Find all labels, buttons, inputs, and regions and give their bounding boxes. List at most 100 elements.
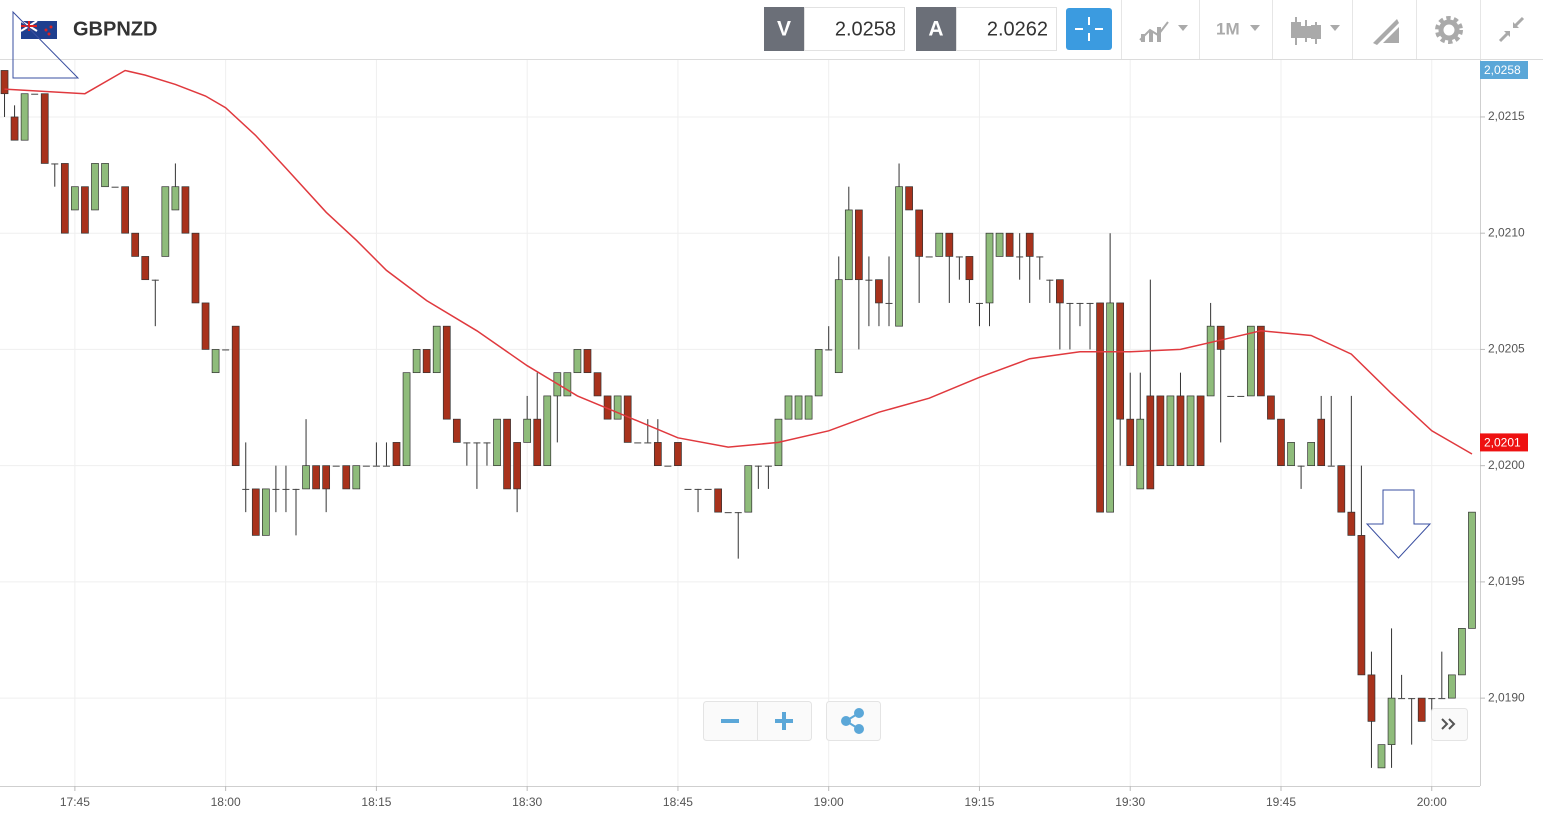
timeframe[interactable]: 1M (1216, 19, 1240, 38)
x-tick-label: 19:15 (964, 795, 994, 809)
candle-body (261, 488, 270, 536)
draw-icon[interactable] (1373, 19, 1399, 45)
candle-body (804, 395, 813, 420)
candle-body (734, 512, 742, 514)
candle-body (463, 442, 471, 444)
candle-body (71, 186, 79, 211)
candle-body (784, 395, 793, 420)
candle-body (613, 395, 622, 420)
candle-body (724, 512, 732, 514)
candle-body (91, 163, 99, 211)
candle-body (794, 395, 803, 420)
candle-body (111, 186, 119, 188)
candle-body (231, 325, 240, 467)
y-tick-label: 2,0210 (1488, 225, 1525, 239)
collapse-icon[interactable] (1498, 16, 1525, 43)
crosshair-button[interactable] (1066, 8, 1112, 50)
ask-tag[interactable] (916, 7, 956, 51)
ask-box[interactable] (956, 7, 1057, 51)
candle-body (1408, 698, 1416, 700)
candle-body (634, 442, 642, 444)
share-box[interactable] (826, 701, 881, 741)
candle-body (573, 349, 582, 374)
candle-body (121, 186, 129, 234)
candle-body (1036, 256, 1044, 258)
candle-body (995, 232, 1004, 257)
candle-body (161, 186, 170, 257)
candle-body (945, 232, 954, 257)
candle-body (1337, 465, 1346, 513)
ask-label: A (928, 18, 943, 41)
candle-icon[interactable] (1291, 17, 1340, 45)
candle-body (1196, 395, 1205, 467)
x-tick-label: 18:00 (211, 795, 241, 809)
candle-body (101, 163, 109, 188)
x-tick-label: 18:30 (512, 795, 542, 809)
zoom-in[interactable] (775, 712, 793, 730)
share-icon (841, 708, 864, 734)
candle-body (322, 465, 331, 490)
candle-body (915, 209, 924, 257)
settings-icon[interactable] (1435, 16, 1463, 44)
y-tick-label: 2,0205 (1488, 342, 1525, 356)
price-badge-label: 2,0258 (1484, 63, 1521, 77)
candle-body (1237, 395, 1245, 397)
candle-body (1206, 325, 1215, 397)
ask-price: 2.0262 (987, 18, 1048, 40)
candle-body (814, 349, 823, 397)
candle-body (543, 395, 552, 467)
bid-box[interactable] (804, 7, 905, 51)
candle-body (653, 442, 662, 467)
candle-body (251, 488, 260, 536)
candle-body (834, 279, 843, 374)
x-tick-label: 18:15 (361, 795, 391, 809)
candle-body (483, 442, 491, 444)
candle-body (1458, 628, 1466, 676)
candle-body (1076, 302, 1084, 304)
candle-body (1327, 465, 1335, 467)
price-badge (1480, 61, 1528, 79)
candle-body (312, 465, 320, 490)
candle-body (1096, 302, 1104, 513)
candle-body (452, 418, 461, 443)
candle-body (1246, 325, 1255, 397)
candle-body (272, 488, 280, 490)
candle-body (40, 93, 49, 164)
candle-body (965, 256, 974, 281)
candle-body (342, 465, 351, 490)
candle-body (1267, 395, 1275, 420)
candle-body (141, 256, 150, 281)
zoom-out[interactable] (721, 719, 739, 723)
candle-body (242, 488, 250, 490)
timeframe-caret (1250, 25, 1260, 31)
candle-body (513, 442, 521, 490)
zoom-controls (703, 701, 1468, 741)
candle-body (1216, 325, 1225, 350)
candle-body (1377, 744, 1386, 769)
candle-body (503, 418, 511, 490)
bid-tag[interactable] (764, 7, 804, 51)
candle-body (171, 186, 180, 211)
candle-body (1468, 511, 1476, 629)
crosshair-icon (1075, 17, 1103, 41)
chart-type-button[interactable] (1139, 21, 1188, 42)
candle-body (674, 442, 682, 467)
candle-body (865, 279, 873, 281)
candle-body (1005, 232, 1014, 257)
bid-label: V (777, 18, 791, 41)
candle-body (1287, 442, 1295, 467)
candle-body (352, 465, 361, 490)
candle-body (563, 372, 572, 397)
candle-body (985, 232, 994, 304)
y-tick-label: 2,0215 (1488, 109, 1525, 123)
candle-body (10, 116, 19, 141)
x-tick-label: 17:45 (60, 795, 90, 809)
candle-body (422, 349, 431, 374)
candle-body (704, 488, 712, 490)
candle-body (1357, 535, 1366, 676)
scroll-end-icon (1441, 718, 1456, 730)
scroll-end-button[interactable] (1431, 708, 1468, 741)
candle-body (0, 70, 9, 95)
